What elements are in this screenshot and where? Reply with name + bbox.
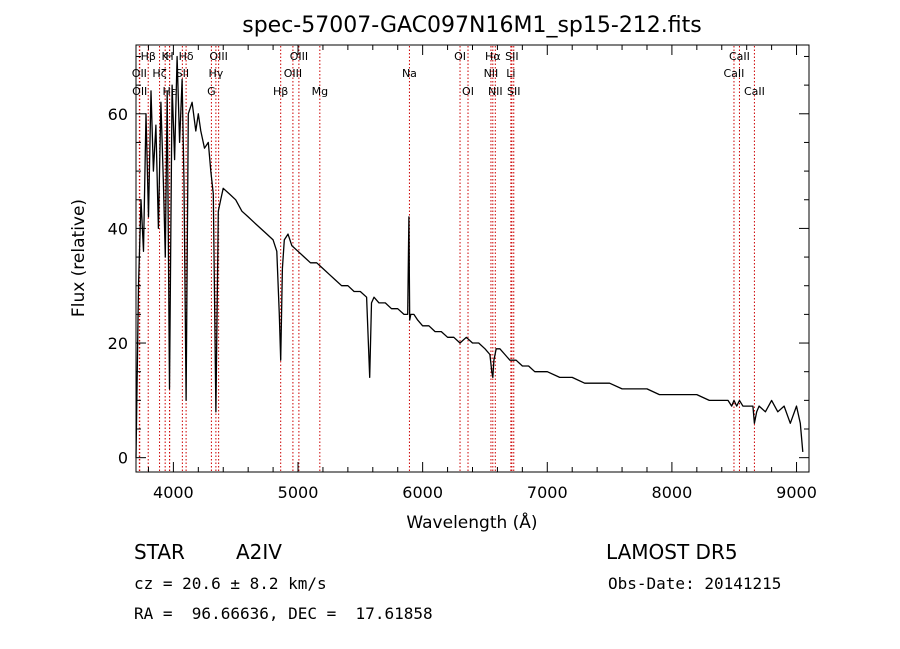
observation-date: Obs-Date: 20141215 xyxy=(608,574,782,593)
spectral-line-markers xyxy=(138,46,755,471)
x-tick-label-1: 5000 xyxy=(278,483,319,502)
line-label-8: Hδ xyxy=(179,50,194,63)
line-label-3: OII xyxy=(132,85,147,98)
x-tick-label-3: 7000 xyxy=(527,483,568,502)
line-label-16: Na xyxy=(402,67,417,80)
line-label-20: NII xyxy=(484,67,499,80)
line-label-12: Hβ xyxy=(273,85,288,98)
line-label-10: G xyxy=(207,85,216,98)
redshift-readout: cz = 20.6 ± 8.2 km/s xyxy=(134,574,327,593)
line-label-27: CaII xyxy=(744,85,765,98)
line-label-15: Mg xyxy=(312,85,328,98)
line-label-1: OII xyxy=(132,67,147,80)
line-label-5: H xyxy=(165,50,173,63)
line-label-9: Hγ xyxy=(208,67,223,80)
object-class: STAR xyxy=(134,540,185,564)
line-label-11: OIII xyxy=(209,50,227,63)
y-tick-label-0: 0 xyxy=(118,449,128,468)
line-label-14: OIII xyxy=(290,50,308,63)
line-label-18: OI xyxy=(462,85,474,98)
spectral-line-labels: Hβ OII Hζ OII KH Hε SII Hδ Hγ G OIII Hβ OIII OIII Mg Na… xyxy=(132,50,765,98)
survey-name: LAMOST DR5 xyxy=(606,540,738,564)
line-label-23: Li xyxy=(506,67,515,80)
spectrum-line xyxy=(135,55,804,458)
y-axis-label: Flux (relative) xyxy=(69,199,89,317)
chart-title: spec-57007-GAC097N16M1_sp15-212.fits xyxy=(242,13,702,38)
y-tick-label-1: 20 xyxy=(108,334,128,353)
line-label-19: Hα xyxy=(485,50,501,63)
line-label-17: OI xyxy=(454,50,466,63)
line-label-7: SII xyxy=(176,67,189,80)
line-label-2: Hζ xyxy=(152,67,166,80)
line-label-6: Hε xyxy=(163,85,177,98)
plot-frame xyxy=(135,44,810,473)
line-label-26: CaII xyxy=(724,67,745,80)
coordinates-readout: RA = 96.66636, DEC = 17.61858 xyxy=(134,604,433,623)
x-tick-label-4: 8000 xyxy=(652,483,693,502)
x-tick-label-2: 6000 xyxy=(402,483,443,502)
line-label-0: Hβ xyxy=(141,50,156,63)
line-label-4: K xyxy=(162,50,170,63)
line-label-13: OIII xyxy=(284,67,302,80)
y-tick-label-3: 60 xyxy=(108,105,128,124)
x-axis-label: Wavelength (Å) xyxy=(406,511,537,533)
x-tick-label-0: 4000 xyxy=(153,483,194,502)
y-tick-label-2: 40 xyxy=(108,219,128,238)
y-axis: 0 20 40 60 xyxy=(108,55,809,468)
x-axis: 4000 5000 6000 7000 8000 9000 xyxy=(147,45,817,502)
line-label-22: SII xyxy=(505,50,518,63)
line-label-24: SII xyxy=(507,85,520,98)
spectrum-series xyxy=(135,55,804,458)
line-label-25: CaII xyxy=(729,50,750,63)
x-tick-label-5: 9000 xyxy=(776,483,817,502)
spectral-subclass: A2IV xyxy=(236,540,282,564)
line-label-21: NII xyxy=(488,85,503,98)
